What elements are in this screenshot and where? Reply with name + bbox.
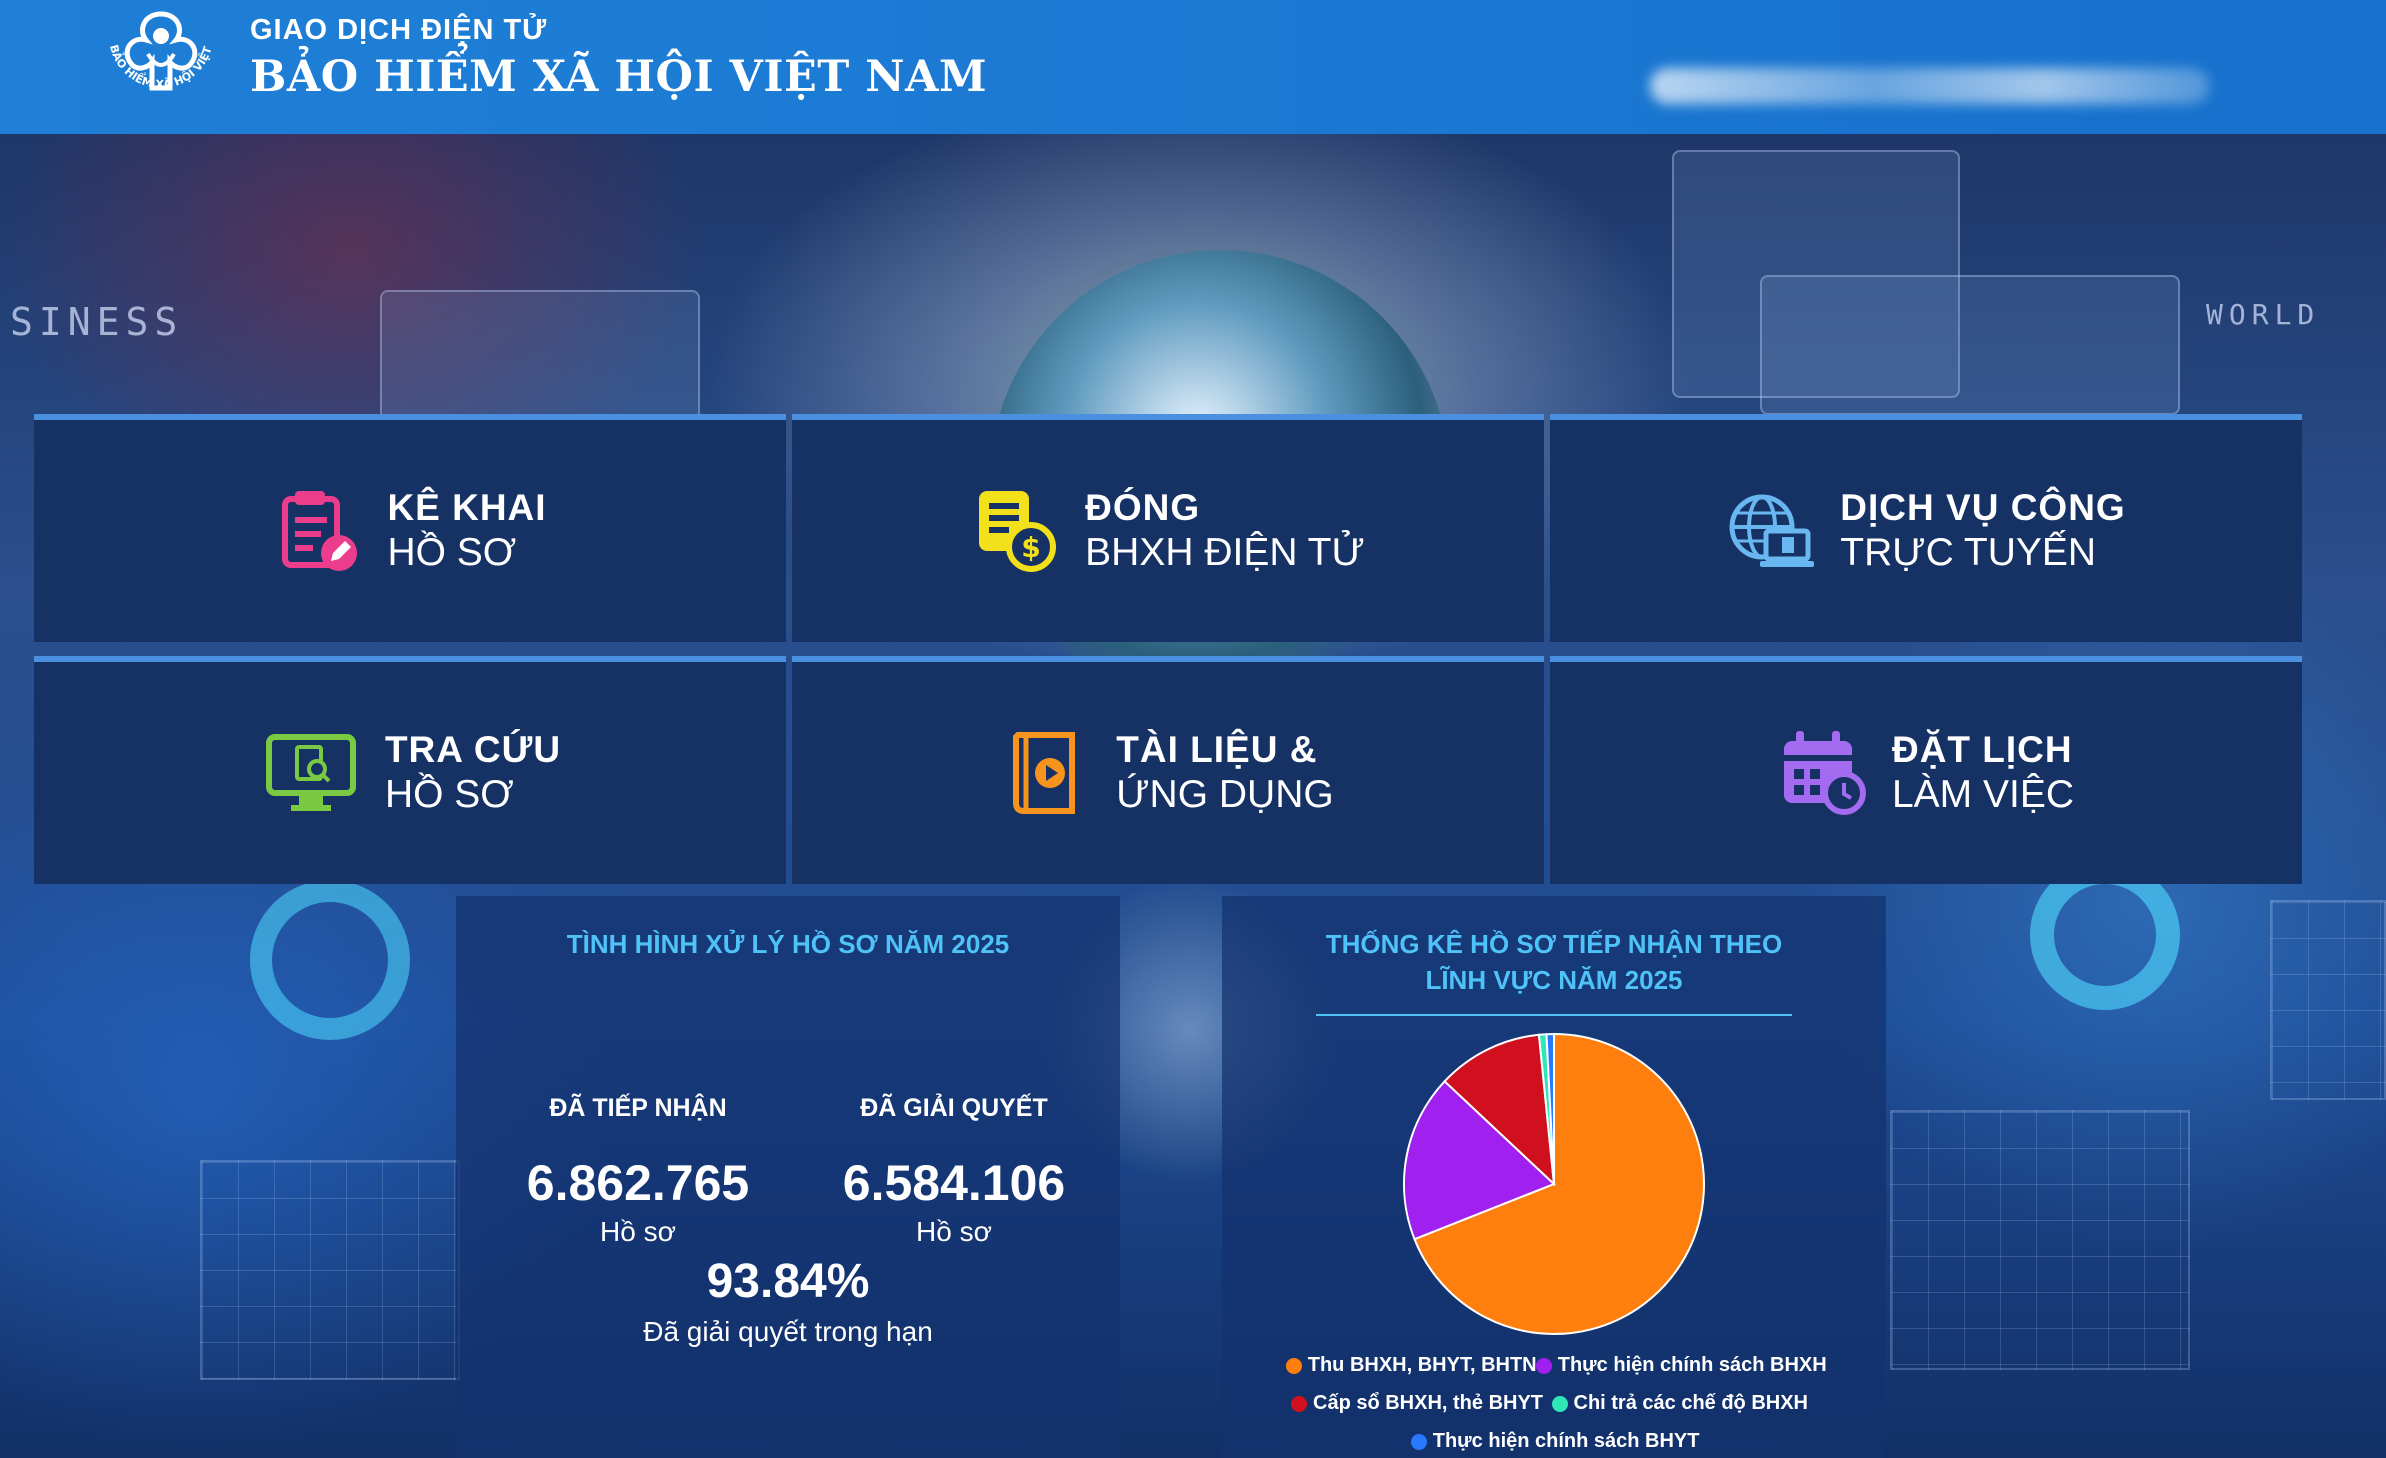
field-stats-panel: THỐNG KÊ HỒ SƠ TIẾP NHẬN THEO LĨNH VỰC N… [1222, 896, 1886, 1458]
pie-chart [1403, 1032, 1705, 1335]
background-grid [200, 1160, 460, 1380]
resolved-unit: Hồ sơ [916, 1216, 992, 1247]
tile-title: TRA CỨU [384, 729, 562, 770]
pie-slice-4[interactable] [1545, 1032, 1555, 1185]
background-word: WORLD [2206, 298, 2321, 331]
tile-title: ĐÓNG [1085, 487, 1201, 528]
user-info-blurred[interactable] [1650, 68, 2210, 104]
background-panel [1672, 150, 1960, 398]
logo-icon: BẢO HIỂM XÃ HỘI VIỆT NAM [91, 0, 216, 91]
background-panel [380, 290, 700, 420]
legend-dot [1285, 1357, 1302, 1374]
tile-title: DỊCH VỤ CÔNG [1840, 487, 2126, 528]
legend-label: Thực hiện chính sách BHXH [1557, 1354, 1827, 1376]
tile-subtitle: TRỰC TUYẾN [1840, 531, 2097, 574]
background-grid [2270, 900, 2386, 1100]
tile-title: KÊ KHAI [387, 487, 547, 528]
legend-dot [1551, 1395, 1568, 1412]
legend-item[interactable]: Cấp sổ BHXH, thẻ BHYT [1291, 1392, 1543, 1415]
brand-title: BẢO HIỂM XÃ HỘI VIỆT NAM [250, 52, 988, 102]
payment-dollar-icon: $ [979, 491, 1057, 572]
processing-stats-panel: TÌNH HÌNH XỬ LÝ HỒ SƠ NĂM 2025 ĐÃ TIẾP N… [456, 896, 1120, 1458]
monitor-search-icon [265, 734, 356, 811]
resolved-label: ĐÃ GIẢI QUYẾT [860, 1094, 1048, 1122]
ontime-percent: 93.84% [706, 1255, 870, 1308]
background-ring [250, 880, 410, 1040]
legend-item[interactable]: Thu BHXH, BHYT, BHTN [1285, 1354, 1537, 1377]
calendar-clock-icon [1783, 731, 1866, 815]
received-label: ĐÃ TIẾP NHẬN [549, 1094, 727, 1122]
legend-item[interactable]: Thực hiện chính sách BHYT [1410, 1430, 1700, 1453]
tile-tra-cuu-ho-so[interactable]: TRA CỨU HỒ SƠ [34, 656, 786, 884]
tile-subtitle: HỒ SƠ [384, 773, 514, 816]
vss-logo[interactable]: BẢO HIỂM XÃ HỘI VIỆT NAM [91, 0, 226, 116]
tile-dong-bhxh-dien-tu[interactable]: $ ĐÓNG BHXH ĐIỆN TỬ [792, 414, 1544, 642]
tile-subtitle: ỨNG DỤNG [1116, 773, 1334, 816]
document-edit-icon [282, 491, 358, 571]
legend-item[interactable]: Chi trả các chế độ BHXH [1551, 1392, 1809, 1415]
tile-tai-lieu-ung-dung[interactable]: TÀI LIỆU & ỨNG DỤNG [792, 656, 1544, 884]
legend-dot [1535, 1357, 1552, 1374]
tile-dich-vu-cong-truc-tuyen[interactable]: DỊCH VỤ CÔNG TRỰC TUYẾN [1550, 414, 2302, 642]
tile-subtitle: BHXH ĐIỆN TỬ [1085, 531, 1365, 574]
tile-subtitle: LÀM VIỆC [1891, 773, 2075, 816]
book-play-icon [1013, 732, 1076, 814]
received-unit: Hồ sơ [600, 1216, 676, 1247]
site-header: BẢO HIỂM XÃ HỘI VIỆT NAM GIAO DỊCH ĐIỆN … [0, 0, 2386, 134]
brand-subtitle: GIAO DỊCH ĐIỆN TỬ [250, 14, 548, 46]
pie-slice-1[interactable] [1403, 1079, 1556, 1241]
legend-label: Thu BHXH, BHYT, BHTN [1307, 1354, 1537, 1376]
background-word: SINESS [10, 300, 184, 344]
tile-dat-lich-lam-viec[interactable]: ĐẶT LỊCH LÀM VIỆC [1550, 656, 2302, 884]
tile-title: TÀI LIỆU & [1116, 729, 1318, 770]
panel-title: TÌNH HÌNH XỬ LÝ HỒ SƠ NĂM 2025 [566, 929, 1010, 959]
tile-subtitle: HỒ SƠ [387, 531, 517, 574]
globe-laptop-icon [1729, 494, 1815, 567]
ontime-label: Đã giải quyết trong hạn [643, 1316, 933, 1347]
legend-dot [1410, 1433, 1427, 1450]
tile-title: ĐẶT LỊCH [1891, 729, 2073, 770]
legend-label: Thực hiện chính sách BHYT [1432, 1430, 1700, 1452]
legend-dot [1291, 1395, 1307, 1412]
background-grid [1890, 1110, 2190, 1370]
pie-slice-2[interactable] [1443, 1033, 1556, 1187]
pie-slice-0[interactable] [1413, 1032, 1705, 1335]
svg-text:$: $ [1021, 531, 1040, 564]
title-underline [1316, 1014, 1792, 1016]
legend-label: Cấp sổ BHXH, thẻ BHYT [1313, 1392, 1544, 1414]
legend-label: Chi trả các chế độ BHXH [1573, 1392, 1809, 1414]
tile-ke-khai-ho-so[interactable]: KÊ KHAI HỒ SƠ [34, 414, 786, 642]
logo-ring-text: BẢO HIỂM XÃ HỘI VIỆT NAM [96, 6, 215, 91]
received-value: 6.862.765 [526, 1155, 750, 1211]
chart-title: THỐNG KÊ HỒ SƠ TIẾP NHẬN THEO LĨNH VỰC N… [1325, 929, 1783, 995]
resolved-value: 6.584.106 [842, 1155, 1066, 1211]
background-panel [1760, 275, 2180, 415]
legend-item[interactable]: Thực hiện chính sách BHXH [1535, 1354, 1827, 1377]
